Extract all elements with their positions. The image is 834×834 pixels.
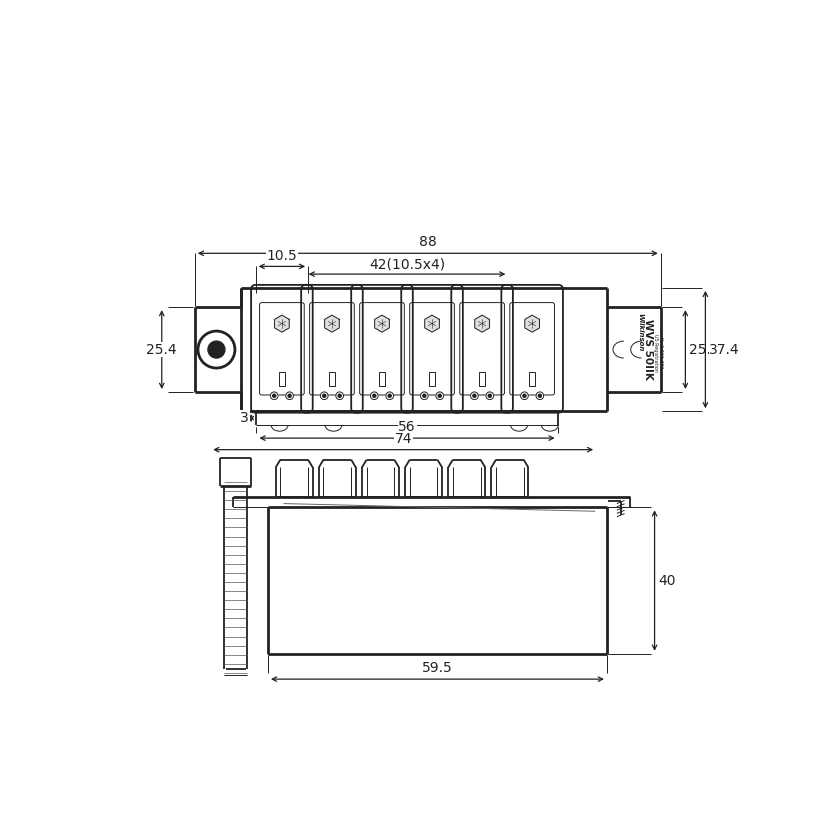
Text: 56: 56: [398, 420, 416, 435]
Circle shape: [273, 394, 276, 397]
Polygon shape: [525, 315, 540, 332]
Text: Wilkinson: Wilkinson: [637, 314, 643, 352]
Circle shape: [370, 392, 378, 399]
Polygon shape: [324, 315, 339, 332]
Polygon shape: [425, 315, 440, 332]
Text: 25.4: 25.4: [689, 343, 720, 357]
Circle shape: [520, 392, 528, 399]
Circle shape: [373, 394, 376, 397]
Polygon shape: [475, 315, 490, 332]
Circle shape: [470, 392, 478, 399]
Text: WVS 50IIK: WVS 50IIK: [643, 319, 653, 380]
Circle shape: [436, 392, 444, 399]
Text: 88: 88: [419, 235, 437, 249]
Bar: [529, 373, 535, 386]
Circle shape: [288, 394, 291, 397]
Bar: [379, 373, 385, 386]
Circle shape: [486, 392, 494, 399]
Circle shape: [320, 392, 328, 399]
Circle shape: [420, 392, 428, 399]
Circle shape: [336, 392, 344, 399]
Circle shape: [423, 394, 426, 397]
Text: 59.5: 59.5: [422, 661, 453, 676]
Circle shape: [386, 392, 394, 399]
Circle shape: [488, 394, 491, 397]
Text: 74: 74: [394, 432, 412, 446]
Polygon shape: [274, 315, 289, 332]
Text: 40: 40: [658, 574, 676, 588]
Text: 25.4: 25.4: [147, 343, 177, 357]
Text: US Registration: US Registration: [653, 334, 658, 372]
Text: 37.4: 37.4: [709, 343, 740, 357]
Circle shape: [536, 392, 544, 399]
Circle shape: [338, 394, 341, 397]
Text: 42(10.5x4): 42(10.5x4): [369, 257, 445, 271]
Circle shape: [286, 392, 294, 399]
Circle shape: [388, 394, 391, 397]
Text: 3: 3: [240, 411, 249, 425]
Circle shape: [523, 394, 526, 397]
Bar: [329, 373, 335, 386]
Text: 10.5: 10.5: [267, 249, 297, 264]
Circle shape: [323, 394, 326, 397]
Bar: [429, 373, 435, 386]
Circle shape: [208, 341, 225, 358]
Circle shape: [270, 392, 278, 399]
Circle shape: [473, 394, 476, 397]
Polygon shape: [374, 315, 389, 332]
Circle shape: [538, 394, 541, 397]
Bar: [479, 373, 485, 386]
Text: No.2,261,391: No.2,261,391: [657, 337, 662, 369]
Circle shape: [438, 394, 441, 397]
Bar: [279, 373, 285, 386]
